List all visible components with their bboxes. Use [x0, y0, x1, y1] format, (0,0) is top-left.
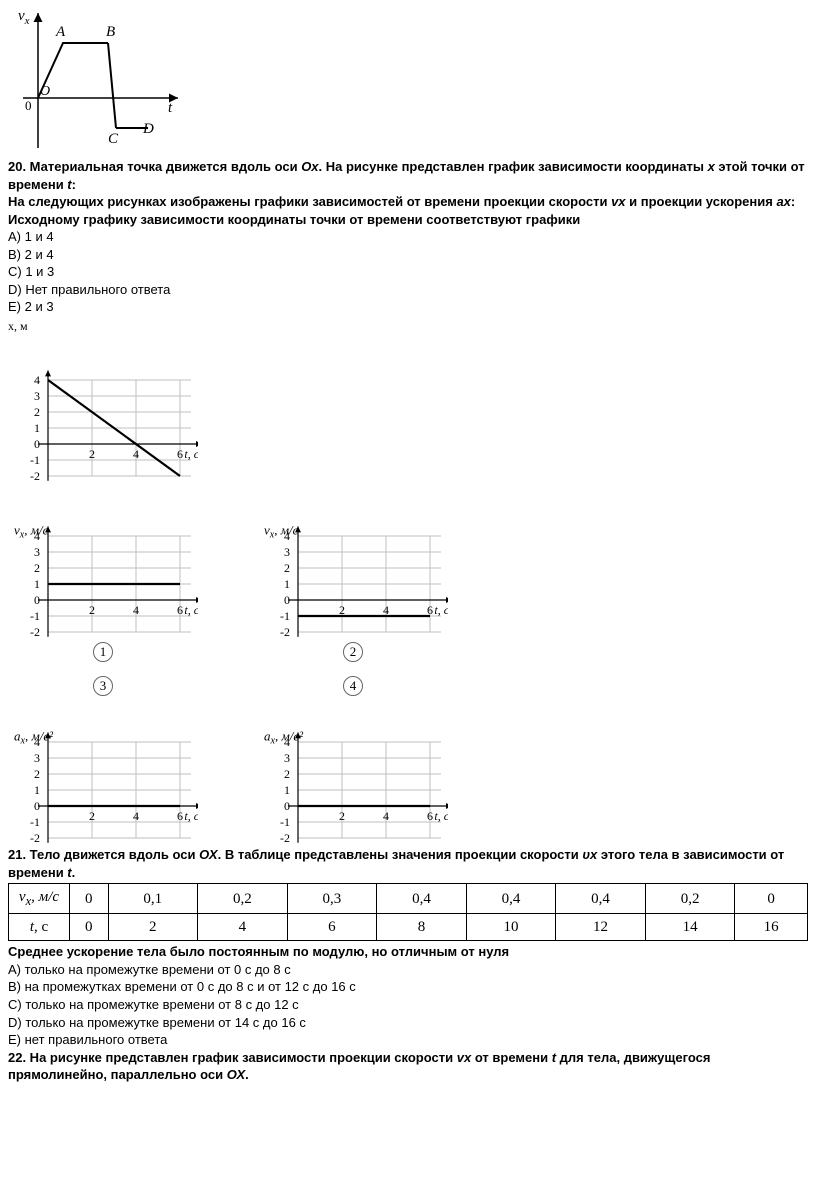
svg-text:4: 4 [133, 809, 139, 823]
svg-text:2: 2 [89, 603, 95, 617]
svg-text:1: 1 [34, 421, 40, 435]
svg-text:vx, м/с: vx, м/с [264, 523, 299, 541]
svg-text:4: 4 [34, 373, 40, 387]
q21-opt-e: E) нет правильного ответа [8, 1031, 808, 1049]
svg-text:0: 0 [34, 437, 40, 451]
t-axis-label: t [168, 100, 173, 116]
svg-text:-1: -1 [280, 609, 290, 623]
svg-text:6: 6 [427, 809, 433, 823]
svg-text:t, с: t, с [184, 447, 198, 461]
q21-opt-a: A) только на промежутке времени от 0 с д… [8, 961, 808, 979]
xm-axis-label: х, м [8, 318, 808, 334]
svg-text:2: 2 [34, 405, 40, 419]
point-D: D [142, 121, 154, 137]
q22-text: 22. На рисунке представлен график зависи… [8, 1049, 808, 1084]
svg-text:-2: -2 [280, 625, 290, 639]
svg-text:t, с: t, с [434, 809, 448, 823]
vx-axis-label: vx [18, 8, 30, 27]
svg-text:4: 4 [383, 809, 389, 823]
q21-opt-d: D) только на промежутке времени от 14 с … [8, 1014, 808, 1032]
q21-opt-c: C) только на промежутке времени от 8 с д… [8, 996, 808, 1014]
svg-text:2: 2 [284, 561, 290, 575]
chart-num-1: 1 [93, 642, 113, 662]
q21-table: vx, м/с00,10,20,30,40,40,40,20t, с024681… [8, 883, 808, 941]
svg-text:3: 3 [284, 751, 290, 765]
svg-text:vx, м/с: vx, м/с [14, 523, 49, 541]
svg-text:t, с: t, с [184, 603, 198, 617]
svg-text:1: 1 [284, 783, 290, 797]
chart-num-4: 4 [343, 676, 363, 696]
q20-opt-a: A) 1 и 4 [8, 229, 54, 244]
svg-text:3: 3 [284, 545, 290, 559]
svg-text:2: 2 [89, 809, 95, 823]
svg-text:-1: -1 [30, 453, 40, 467]
svg-text:-1: -1 [280, 815, 290, 829]
svg-text:1: 1 [34, 783, 40, 797]
q20-opt-d: D) Нет правильного ответа [8, 282, 170, 297]
svg-text:3: 3 [34, 751, 40, 765]
q20-opt-e: E) 2 и 3 [8, 299, 54, 314]
chart-x: -2 -1 1 2 3 4 0 2 4 6t, с [8, 334, 808, 484]
q21-text: 21. Тело движется вдоль оси ОХ. В таблиц… [8, 846, 808, 881]
q20-opt-c: C) 1 и 3 [8, 264, 54, 279]
chart-3: -2-112340246ax, м/с²t, с [8, 696, 198, 846]
svg-text:1: 1 [284, 577, 290, 591]
svg-text:1: 1 [34, 577, 40, 591]
point-A: A [55, 24, 66, 40]
q21-opt-b: B) на промежутках времени от 0 с до 8 с … [8, 978, 808, 996]
svg-text:-1: -1 [30, 815, 40, 829]
svg-text:0: 0 [34, 799, 40, 813]
svg-text:-2: -2 [280, 831, 290, 845]
svg-text:2: 2 [284, 767, 290, 781]
svg-text:t, с: t, с [184, 809, 198, 823]
svg-text:2: 2 [34, 767, 40, 781]
q21-postline: Среднее ускорение тела было постоянным п… [8, 943, 808, 961]
svg-text:2: 2 [89, 447, 95, 461]
svg-text:6: 6 [177, 447, 183, 461]
chart-num-2: 2 [343, 642, 363, 662]
svg-text:0: 0 [34, 593, 40, 607]
q20-text: 20. Материальная точка движется вдоль ос… [8, 158, 808, 316]
chart-num-3: 3 [93, 676, 113, 696]
chart-4: -2-112340246ax, м/с²t, с [258, 696, 448, 846]
svg-text:3: 3 [34, 389, 40, 403]
chart-1: -2-112340246vx, м/сt, с [8, 490, 198, 640]
point-B: B [106, 24, 115, 40]
svg-text:-2: -2 [30, 625, 40, 639]
svg-text:0: 0 [284, 799, 290, 813]
svg-text:6: 6 [177, 809, 183, 823]
q20-opt-b: B) 2 и 4 [8, 247, 54, 262]
point-C: C [108, 131, 119, 147]
chart-2: -2-112340246vx, м/сt, с [258, 490, 448, 640]
svg-text:-1: -1 [30, 609, 40, 623]
svg-text:2: 2 [339, 809, 345, 823]
svg-text:6: 6 [177, 603, 183, 617]
svg-text:3: 3 [34, 545, 40, 559]
q20-top-graph: vx t 0 O A B C D [8, 8, 808, 158]
svg-text:0: 0 [284, 593, 290, 607]
svg-text:4: 4 [133, 447, 139, 461]
svg-text:2: 2 [34, 561, 40, 575]
svg-text:-2: -2 [30, 469, 40, 483]
svg-text:t, с: t, с [434, 603, 448, 617]
zero-label: 0 [25, 98, 32, 113]
svg-text:4: 4 [133, 603, 139, 617]
svg-text:-2: -2 [30, 831, 40, 845]
